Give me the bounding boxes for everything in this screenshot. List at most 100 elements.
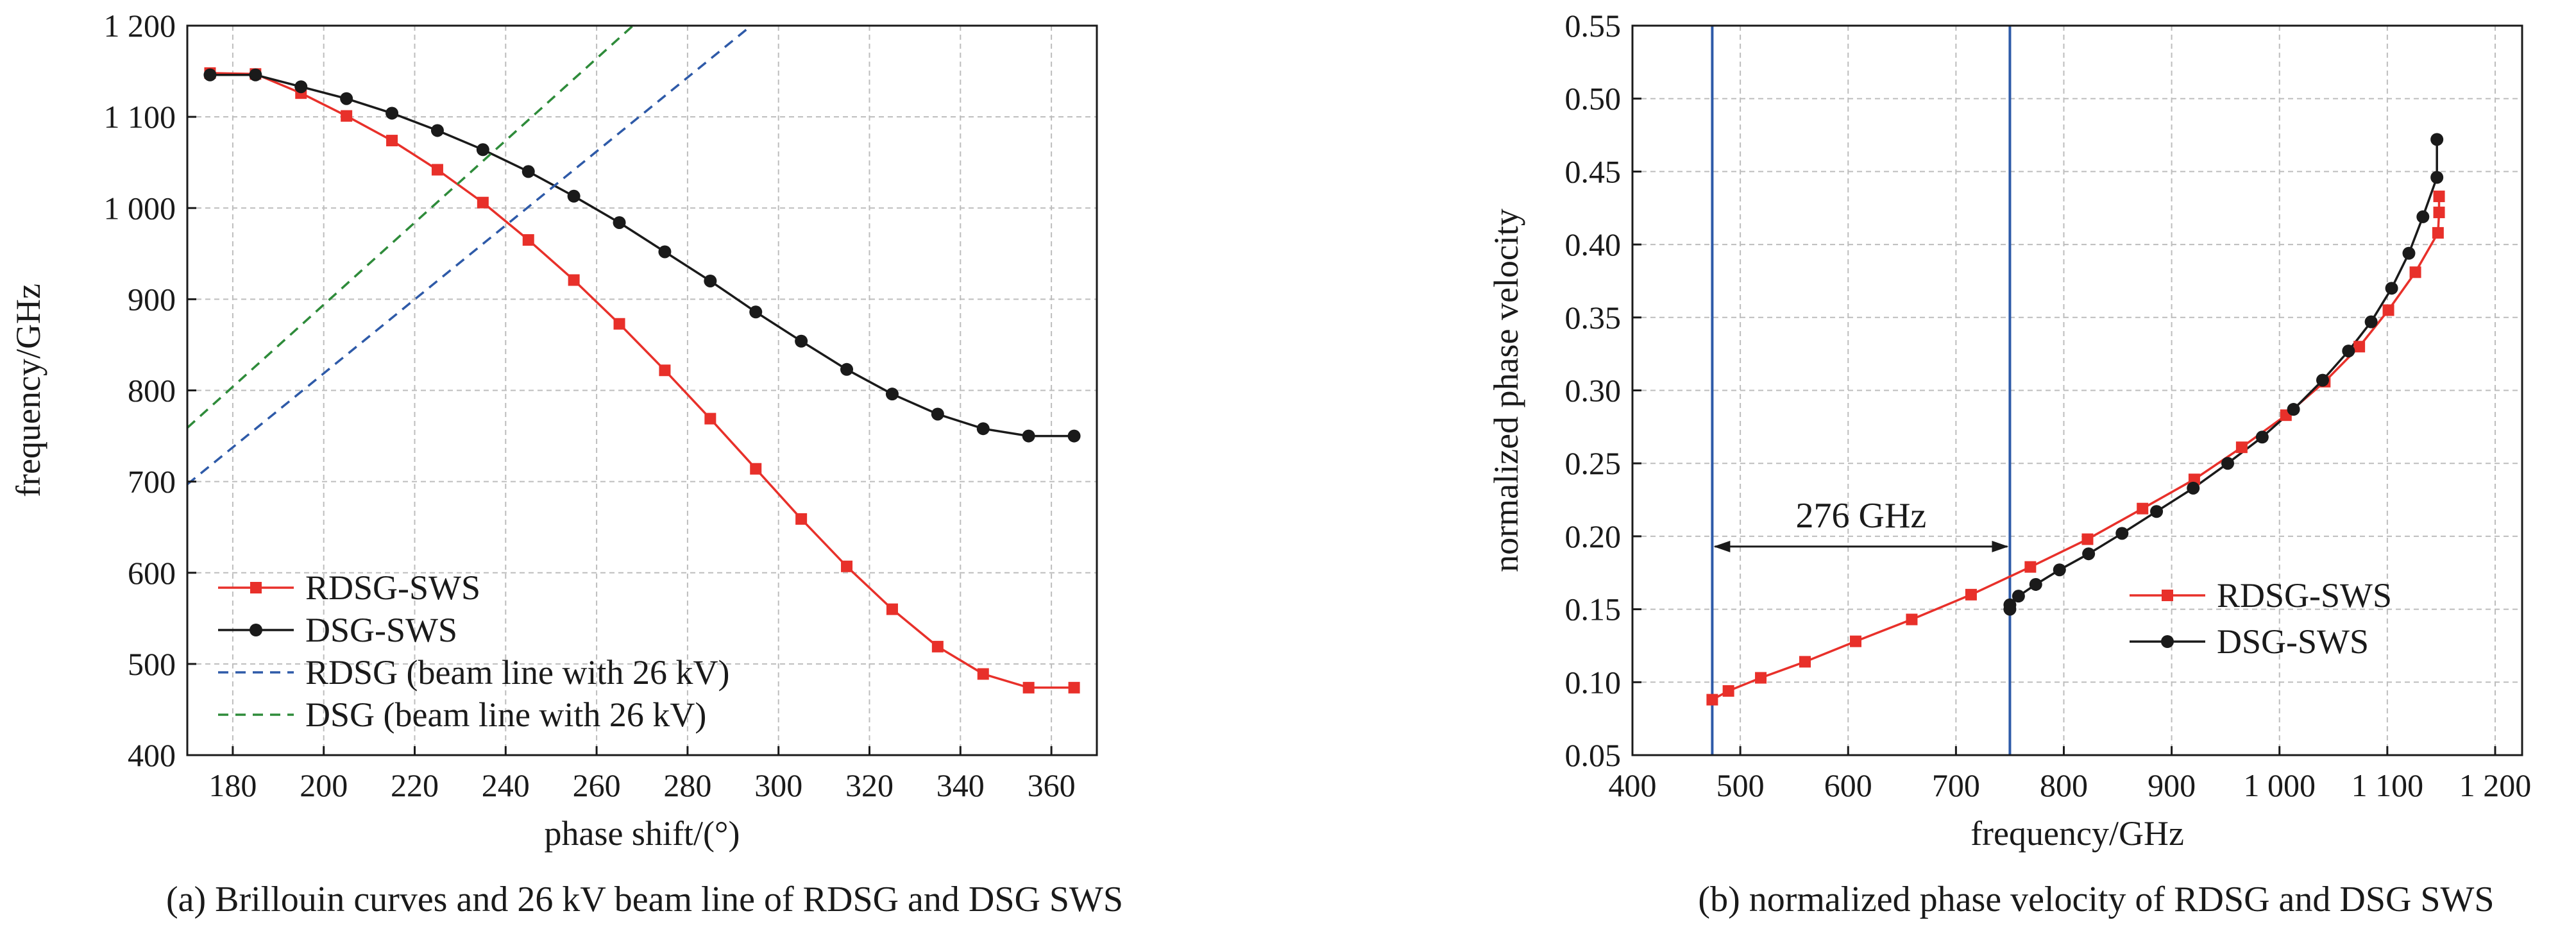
annotation-arrow-head-right (1992, 540, 2009, 552)
x-tick-label: 400 (1609, 767, 1657, 803)
y-tick-label: 0.10 (1565, 664, 1622, 700)
data-point-circle (2115, 527, 2129, 540)
data-point-circle (249, 68, 262, 81)
y-tick-label: 0.05 (1565, 737, 1622, 773)
x-tick-label: 280 (663, 767, 711, 803)
data-point-square (613, 318, 625, 330)
data-point-circle (430, 124, 444, 137)
data-point-circle (2029, 577, 2042, 591)
data-point-square (477, 196, 489, 209)
y-tick-label: 0.15 (1565, 592, 1622, 627)
data-point-square (1906, 613, 1918, 626)
chart-a-brillouin: 180 200 220 240 260 280 300 320 340 360 400 500 600 7… (9, 8, 1123, 919)
data-point-circle (2003, 598, 2017, 611)
series-line-1 (210, 73, 1074, 438)
data-point-circle (840, 362, 854, 376)
annotation-label: 276 GHz (1796, 496, 1927, 536)
data-point-square (704, 413, 716, 425)
data-point-circle (2364, 315, 2378, 328)
data-point-circle (2430, 133, 2444, 146)
legend-marker-circle (2161, 635, 2174, 648)
data-point-square (1722, 685, 1734, 697)
x-tick-label: 600 (1824, 767, 1872, 803)
x-tick-label: 200 (300, 767, 348, 803)
data-point-circle (476, 143, 489, 157)
data-point-circle (203, 68, 217, 81)
data-point-circle (658, 245, 672, 259)
x-tick-label: 500 (1716, 767, 1765, 803)
y-tick-label: 0.40 (1565, 226, 1622, 262)
y-tick-label: 1 200 (104, 8, 176, 44)
data-point-circle (1067, 429, 1081, 443)
data-point-circle (2430, 171, 2444, 184)
y-axis-label: frequency/GHz (9, 284, 47, 497)
data-point-square (931, 640, 944, 652)
data-point-square (2353, 341, 2366, 353)
y-tick-label: 500 (128, 646, 176, 682)
data-point-circle (2012, 590, 2025, 603)
x-tick-label: 240 (482, 767, 530, 803)
legend-label-0: RDSG-SWS (305, 568, 480, 607)
data-point-circle (931, 407, 944, 421)
data-point-square (386, 135, 398, 147)
y-tick-label: 0.25 (1565, 445, 1622, 481)
x-tick-label: 320 (845, 767, 894, 803)
data-point-circle (386, 107, 399, 120)
data-point-circle (2187, 481, 2200, 495)
data-point-square (1850, 635, 1862, 647)
data-point-square (2024, 561, 2037, 573)
legend-label-3: DSG (beam line with 26 kV) (305, 695, 706, 734)
data-point-square (2235, 441, 2248, 454)
series-layer (187, 26, 1074, 689)
y-tick-label: 1 000 (104, 190, 176, 226)
data-point-circle (2416, 210, 2430, 223)
data-point-square (568, 274, 580, 286)
data-point-circle (2082, 547, 2096, 561)
data-point-circle (1022, 429, 1035, 443)
data-point-circle (2402, 246, 2416, 260)
data-point-square (1706, 694, 1718, 706)
data-point-square (1799, 656, 1811, 668)
x-tick-label: 1 000 (2243, 767, 2316, 803)
data-point-circle (749, 305, 763, 319)
y-axis-label: normalized phase velocity (1487, 209, 1525, 572)
data-point-circle (2221, 457, 2235, 470)
x-tick-label: 700 (1932, 767, 1980, 803)
figure-caption: (b) normalized phase velocity of RDSG an… (1698, 880, 2494, 919)
legend-marker-circle (250, 624, 262, 636)
data-point-circle (976, 422, 990, 436)
data-point-circle (567, 189, 580, 203)
data-point-square (886, 603, 898, 615)
chart-b-phase-velocity: 276 GHz 400 500 600 700 800 900 1 000 1 100 1 200… (1487, 8, 2531, 919)
data-point-square (341, 110, 353, 122)
data-point-square (2433, 207, 2445, 219)
data-point-circle (2053, 563, 2066, 577)
data-point-square (977, 668, 989, 680)
y-tick-label: 600 (128, 555, 176, 591)
series-line-1 (2008, 139, 2438, 609)
data-point-square (1022, 681, 1035, 694)
y-tick-label: 1 100 (104, 99, 176, 135)
legend-marker-square (2162, 590, 2173, 601)
y-tick-label: 0.45 (1565, 153, 1622, 189)
data-point-square (750, 463, 762, 475)
y-tick-label: 0.20 (1565, 518, 1622, 554)
annotation-arrow-head-left (1713, 540, 1731, 552)
y-tick-label: 0.35 (1565, 300, 1622, 336)
x-tick-label: 900 (2148, 767, 2196, 803)
x-tick-label: 220 (391, 767, 439, 803)
data-point-circle (340, 92, 353, 105)
x-tick-label: 1 100 (2351, 767, 2424, 803)
x-tick-label: 340 (936, 767, 985, 803)
legend-label-2: RDSG (beam line with 26 kV) (305, 653, 729, 692)
y-tick-label: 800 (128, 373, 176, 409)
series-line-3 (187, 26, 634, 429)
data-point-circle (885, 388, 899, 401)
legend-label-1: DSG-SWS (305, 611, 457, 649)
legend-marker-square (250, 582, 262, 593)
data-point-square (2409, 266, 2421, 278)
y-tick-label: 0.30 (1565, 373, 1622, 409)
x-axis-label: frequency/GHz (1970, 814, 2184, 853)
legend-label-0: RDSG-SWS (2217, 576, 2392, 615)
